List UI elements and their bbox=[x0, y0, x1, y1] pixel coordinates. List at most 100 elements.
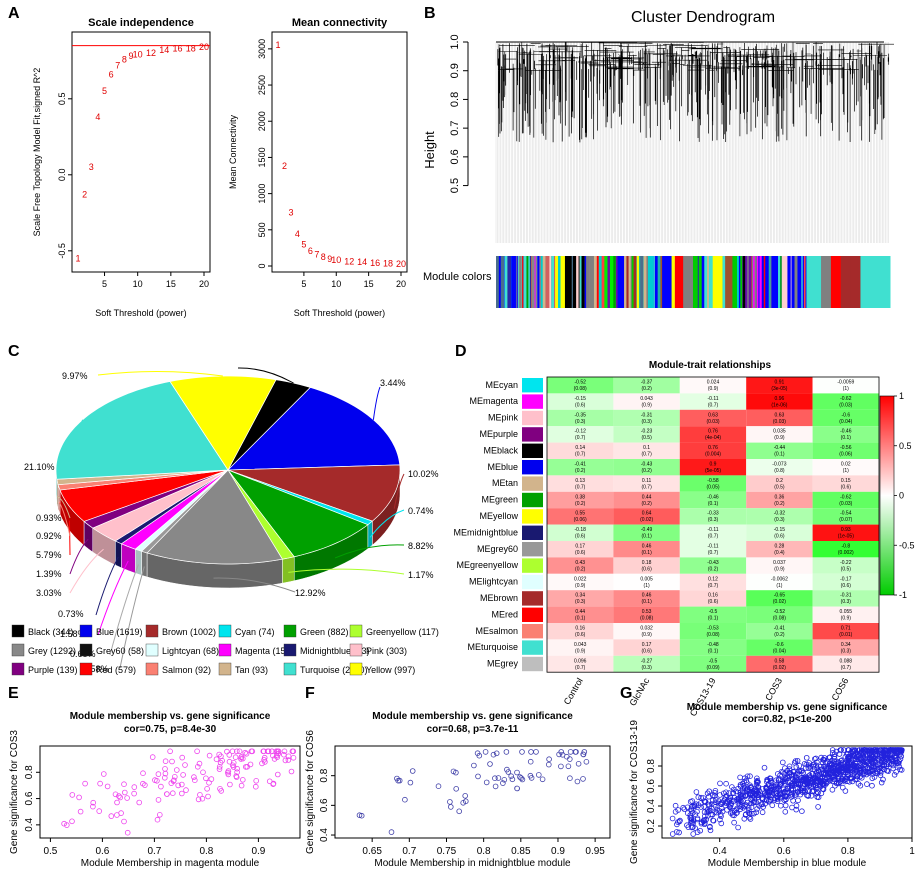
pie-leader-line bbox=[68, 520, 71, 556]
cell-value: -0.43 bbox=[641, 462, 653, 468]
panel-label-E: E bbox=[8, 685, 19, 702]
cell-value: -0.18 bbox=[574, 527, 586, 533]
y-tick-label: 0.6 bbox=[449, 149, 461, 164]
legend-swatch bbox=[218, 662, 232, 676]
cell-value: 0.15 bbox=[841, 478, 851, 484]
cell-pvalue: (0.7) bbox=[641, 452, 652, 458]
heatmap-cell bbox=[613, 393, 680, 410]
module-color-bar bbox=[794, 256, 798, 308]
module-color-swatch bbox=[522, 460, 543, 475]
module-color-bar bbox=[607, 256, 610, 308]
y-tick-label: 2500 bbox=[257, 75, 267, 95]
cell-pvalue: (0.6) bbox=[708, 599, 719, 605]
legend-swatch bbox=[79, 624, 93, 638]
module-color-bar bbox=[722, 256, 733, 308]
heatmap-cell bbox=[746, 409, 813, 427]
row-label: MEcyan bbox=[485, 380, 518, 390]
heatmap-cell bbox=[679, 377, 747, 394]
module-color-bar bbox=[803, 256, 806, 308]
module-color-bar bbox=[772, 256, 774, 308]
data-point-label: 16 bbox=[172, 44, 182, 54]
x-tick-label: 0.9 bbox=[551, 846, 565, 857]
cell-pvalue: (4e-04) bbox=[705, 435, 721, 441]
x-tick-label: 0.6 bbox=[95, 846, 109, 857]
module-color-bar bbox=[636, 256, 639, 308]
module-color-bar bbox=[516, 256, 518, 308]
cell-pvalue: (0.08) bbox=[706, 632, 719, 638]
cell-pvalue: (0.1) bbox=[641, 599, 652, 605]
cell-value: -0.23 bbox=[641, 429, 653, 435]
cell-value: -0.46 bbox=[840, 429, 852, 435]
cell-pvalue: (0.9) bbox=[641, 632, 652, 638]
heatmap-cell bbox=[812, 459, 879, 476]
cell-value: 0.035 bbox=[773, 429, 786, 435]
cell-pvalue: (0.2) bbox=[575, 501, 586, 507]
plot-title: Module-trait relationships bbox=[649, 360, 772, 371]
module-color-bar bbox=[558, 256, 561, 308]
module-color-bar bbox=[504, 256, 508, 308]
cell-value: -0.31 bbox=[840, 593, 852, 599]
heatmap-cell bbox=[613, 639, 680, 656]
cell-value: -0.17 bbox=[840, 576, 852, 582]
data-point-label: 20 bbox=[396, 259, 406, 269]
legend-swatch bbox=[349, 624, 363, 638]
x-tick-label: 0.65 bbox=[362, 846, 382, 857]
cell-value: 0.43 bbox=[575, 560, 585, 566]
module-color-bar bbox=[571, 256, 573, 308]
row-label: MElightcyan bbox=[469, 577, 518, 587]
cell-value: -0.49 bbox=[641, 527, 653, 533]
cell-pvalue: (0.08) bbox=[640, 616, 653, 622]
module-color-bar bbox=[630, 256, 633, 308]
module-color-bar bbox=[737, 256, 739, 308]
legend-label: Brown (1002) bbox=[162, 627, 216, 637]
x-tick-label: 20 bbox=[396, 279, 406, 289]
legend-swatch bbox=[218, 624, 232, 638]
module-color-bar bbox=[505, 256, 517, 308]
module-color-bar bbox=[584, 256, 595, 308]
heatmap-cell bbox=[547, 590, 614, 607]
heatmap-cell bbox=[746, 508, 813, 525]
heatmap-cell bbox=[679, 491, 747, 509]
module-color-bar bbox=[653, 256, 655, 308]
cell-value: 0.022 bbox=[574, 576, 587, 582]
cell-pvalue: (0.7) bbox=[708, 534, 719, 540]
module-color-bar bbox=[535, 256, 538, 308]
panel-label-G: G bbox=[620, 685, 632, 702]
heatmap-cell bbox=[812, 442, 879, 459]
heatmap-cell bbox=[613, 426, 680, 443]
cell-pvalue: (0.8) bbox=[774, 468, 785, 474]
heatmap-cell bbox=[613, 459, 680, 476]
cell-value: -0.52 bbox=[774, 609, 786, 615]
heatmap-cell bbox=[746, 655, 813, 673]
cell-pvalue: (0.6) bbox=[774, 534, 785, 540]
heatmap-cell bbox=[679, 426, 747, 443]
cell-value: 0.13 bbox=[575, 478, 585, 484]
cell-pvalue: (0.6) bbox=[575, 550, 586, 556]
cell-pvalue: (0.6) bbox=[575, 534, 586, 540]
pie-slice-label: 9.97% bbox=[62, 371, 88, 381]
module-color-bar bbox=[683, 256, 694, 308]
heatmap-cell bbox=[679, 590, 747, 607]
heatmap-cell bbox=[547, 557, 614, 574]
heatmap-cell bbox=[812, 590, 879, 607]
cell-pvalue: (0.07) bbox=[839, 517, 852, 523]
cell-pvalue: (0.1) bbox=[708, 648, 719, 654]
cell-value: 0.36 bbox=[775, 494, 785, 500]
cell-value: -0.15 bbox=[774, 527, 786, 533]
legend-label: Black (344) bbox=[28, 627, 74, 637]
cell-value: 0.055 bbox=[840, 609, 853, 615]
cell-pvalue: (0.7) bbox=[575, 484, 586, 490]
module-color-swatch bbox=[522, 394, 543, 409]
legend-swatch bbox=[349, 643, 363, 657]
cell-value: -0.11 bbox=[707, 544, 718, 550]
cell-value: -0.53 bbox=[707, 626, 719, 632]
cell-value: 0.58 bbox=[775, 658, 785, 664]
heatmap-cell bbox=[812, 475, 879, 492]
cell-pvalue: (0.02) bbox=[773, 665, 786, 671]
heatmap-cell bbox=[679, 393, 747, 410]
cell-pvalue: (0.9) bbox=[575, 583, 586, 589]
cell-value: -0.41 bbox=[574, 462, 586, 468]
y-tick-label: 0.0 bbox=[57, 169, 67, 182]
heatmap-cell bbox=[547, 655, 614, 673]
y-tick-label: 3000 bbox=[257, 39, 267, 59]
